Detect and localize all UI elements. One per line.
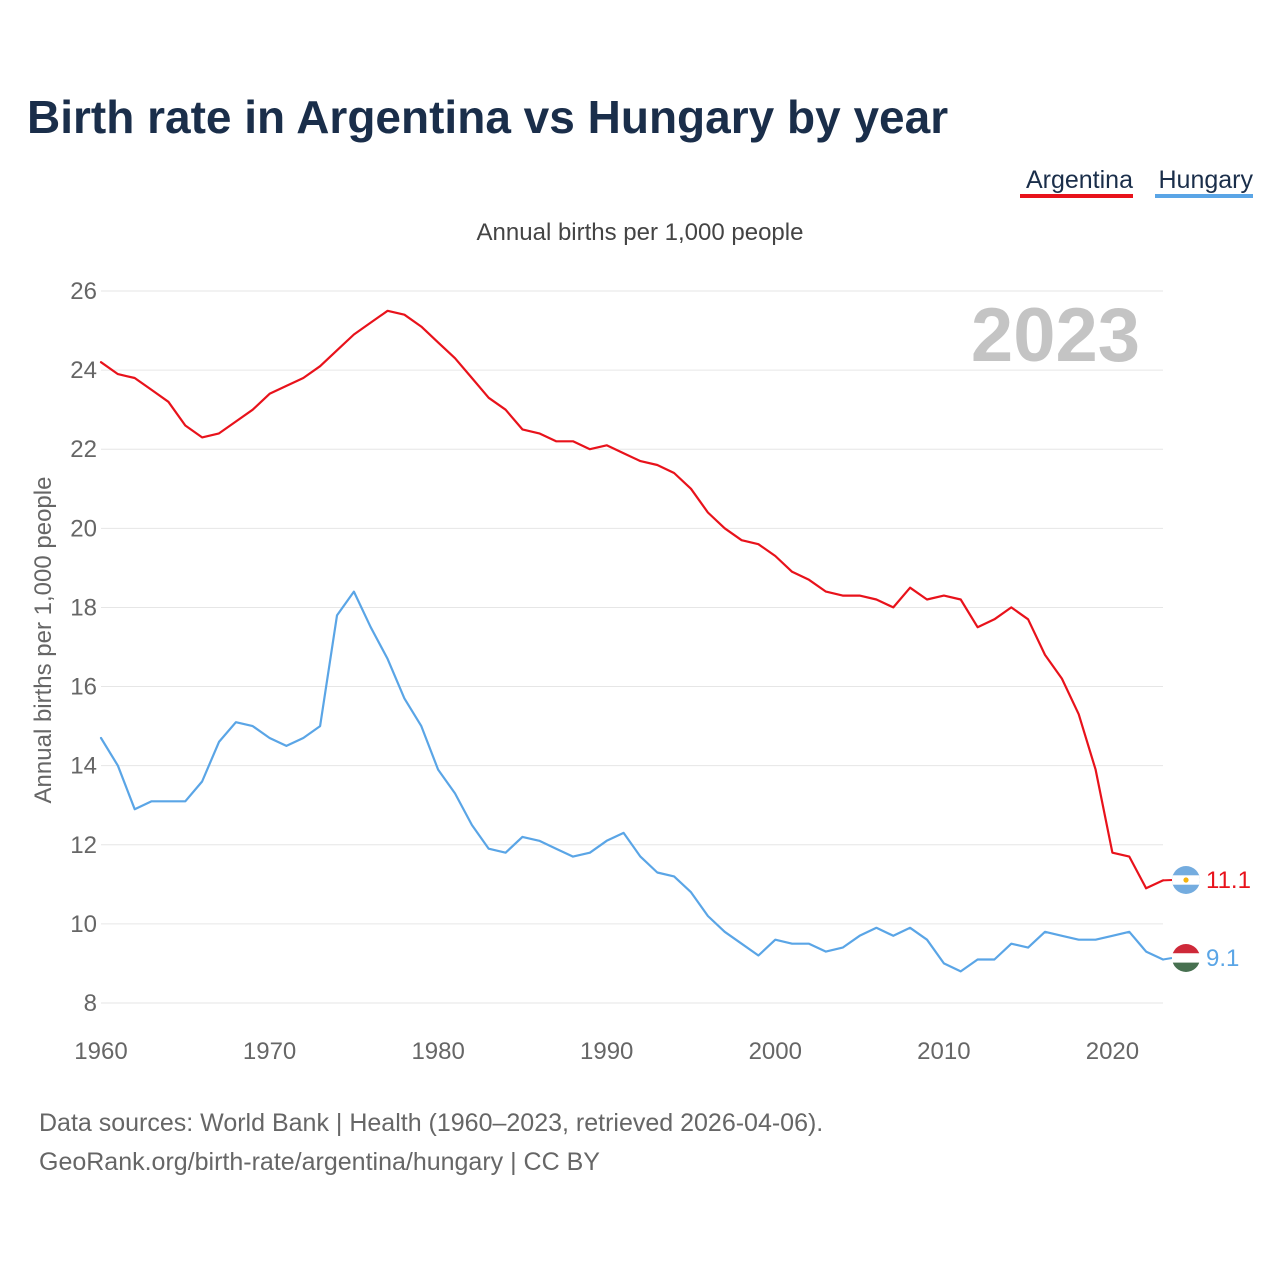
x-tick-label-1960: 1960 bbox=[74, 1038, 127, 1065]
y-tick-label-14: 14 bbox=[70, 753, 97, 780]
y-tick-label-12: 12 bbox=[70, 832, 97, 859]
legend-swatch-hungary bbox=[1155, 194, 1253, 198]
hungary-end-value: 9.1 bbox=[1206, 945, 1239, 972]
y-axis-ticks: 8 10 12 14 16 18 20 22 24 26 bbox=[70, 278, 97, 1017]
y-tick-label-16: 16 bbox=[70, 674, 97, 701]
x-tick-label-2000: 2000 bbox=[749, 1038, 802, 1065]
x-tick-label-1990: 1990 bbox=[580, 1038, 633, 1065]
legend-item-hungary[interactable]: Hungary bbox=[1155, 166, 1253, 198]
y-tick-label-10: 10 bbox=[70, 911, 97, 938]
gridlines bbox=[101, 290, 1163, 1004]
y-tick-label-22: 22 bbox=[70, 436, 97, 463]
argentina-flag-icon bbox=[1172, 866, 1200, 894]
y-tick-label-24: 24 bbox=[70, 357, 97, 384]
y-tick-label-26: 26 bbox=[70, 278, 97, 305]
series-lines bbox=[99, 309, 1165, 973]
y-tick-label-8: 8 bbox=[84, 990, 97, 1017]
hungary-end-marker: 9.1 bbox=[1162, 944, 1239, 972]
argentina-end-value: 11.1 bbox=[1206, 867, 1251, 894]
legend-swatch-argentina bbox=[1020, 194, 1133, 198]
hungary-flag-icon bbox=[1172, 944, 1200, 972]
x-tick-label-2020: 2020 bbox=[1086, 1038, 1139, 1065]
legend: Argentina Hungary bbox=[1020, 166, 1253, 198]
y-axis-label: Annual births per 1,000 people bbox=[30, 477, 57, 804]
chart-title: Birth rate in Argentina vs Hungary by ye… bbox=[27, 91, 948, 143]
x-tick-label-2010: 2010 bbox=[917, 1038, 970, 1065]
chart-subtitle: Annual births per 1,000 people bbox=[477, 219, 804, 246]
legend-label-argentina[interactable]: Argentina bbox=[1026, 166, 1133, 194]
footer-sources: Data sources: World Bank | Health (1960–… bbox=[39, 1109, 823, 1137]
legend-label-hungary[interactable]: Hungary bbox=[1159, 166, 1254, 194]
y-tick-label-20: 20 bbox=[70, 515, 97, 542]
hungary-end-connector bbox=[1162, 957, 1173, 961]
argentina-end-marker: 11.1 bbox=[1162, 866, 1251, 894]
current-year-label: 2023 bbox=[971, 293, 1140, 378]
x-tick-label-1980: 1980 bbox=[411, 1038, 464, 1065]
y-tick-label-18: 18 bbox=[70, 594, 97, 621]
legend-item-argentina[interactable]: Argentina bbox=[1020, 166, 1133, 198]
series-line-hungary[interactable] bbox=[99, 590, 1165, 973]
x-axis-ticks: 1960 1970 1980 1990 2000 2010 2020 bbox=[74, 1038, 1139, 1065]
x-tick-label-1970: 1970 bbox=[243, 1038, 296, 1065]
footer-attribution[interactable]: GeoRank.org/birth-rate/argentina/hungary… bbox=[39, 1148, 600, 1176]
series-line-argentina[interactable] bbox=[99, 309, 1165, 890]
